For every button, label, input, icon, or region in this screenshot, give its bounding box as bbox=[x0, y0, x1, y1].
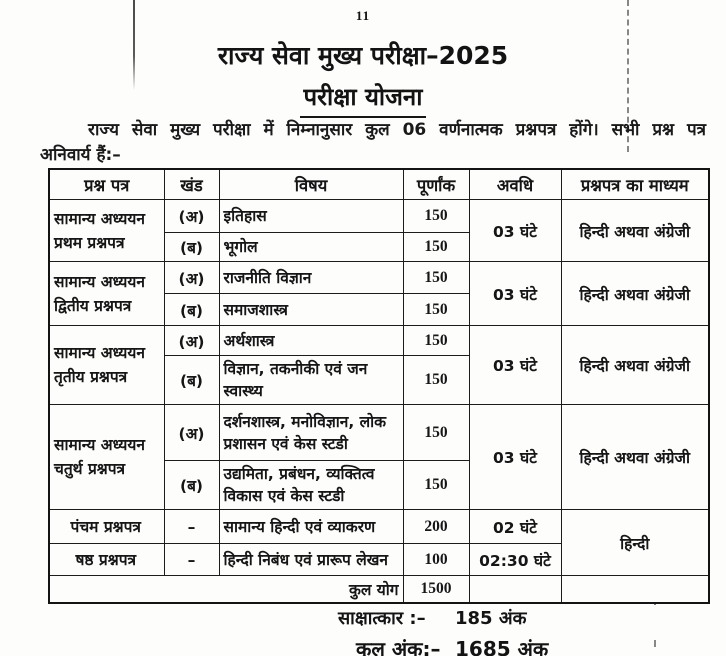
paper4a-subject: दर्शनशास्त्र, मनोविज्ञान, लोक प्रशासन एव… bbox=[218, 404, 404, 461]
table-row: सामान्य अध्ययन तृतीय प्रश्नपत्र (अ) अर्थ… bbox=[48, 325, 710, 405]
paper3-medium: हिन्दी अथवा अंग्रेजी bbox=[560, 325, 710, 405]
col-header-marks: पूर्णांक bbox=[402, 168, 470, 200]
paper5-6-medium: हिन्दी bbox=[560, 509, 710, 576]
intro-line-1: राज्य सेवा मुख्य परीक्षा में निम्नानुसार… bbox=[88, 120, 706, 140]
paper4-medium: हिन्दी अथवा अंग्रेजी bbox=[560, 404, 710, 510]
paper3b-marks: 150 bbox=[402, 355, 470, 405]
exam-scheme-table: प्रश्न पत्र खंड विषय पूर्णांक अवधि प्रश्… bbox=[48, 168, 710, 604]
document-subtitle: परीक्षा योजना bbox=[299, 80, 427, 118]
page-number: 11 bbox=[355, 8, 371, 23]
col-header-medium: प्रश्नपत्र का माध्यम bbox=[560, 168, 710, 200]
table-row: (ब) उद्यमिता, प्रबंधन, व्यक्तित्व विकास … bbox=[49, 460, 709, 510]
paper1-name: सामान्य अध्ययन प्रथम प्रश्नपत्र bbox=[48, 199, 165, 262]
paper3b-khand: (ब) bbox=[163, 355, 220, 405]
paper2a-marks: 150 bbox=[402, 261, 470, 294]
paper4a-khand: (अ) bbox=[163, 404, 220, 461]
grand-total-line: कुल अंक:– 1685 अंक bbox=[338, 635, 548, 656]
table-row: सामान्य अध्ययन चतुर्थ प्रश्नपत्र (अ) दर्… bbox=[48, 404, 710, 510]
paper3a-subject: अर्थशास्त्र bbox=[218, 325, 404, 356]
total-duration-empty bbox=[468, 575, 562, 604]
paper4-duration: 03 घंटे bbox=[468, 404, 562, 510]
paper3a-marks: 150 bbox=[402, 325, 470, 356]
col-header-subject: विषय bbox=[218, 168, 404, 200]
document-title: राज्य सेवा मुख्य परीक्षा–2025 bbox=[217, 41, 509, 70]
paper5-marks: 200 bbox=[402, 509, 470, 544]
paper3-duration: 03 घंटे bbox=[468, 325, 562, 405]
paper4b-marks: 150 bbox=[402, 460, 470, 510]
interview-marks-line: साक्षात्कार :– 185 अंक bbox=[338, 606, 548, 630]
paper3-name: सामान्य अध्ययन तृतीय प्रश्नपत्र bbox=[48, 325, 165, 405]
intro-paragraph: राज्य सेवा मुख्य परीक्षा में निम्नानुसार… bbox=[40, 118, 706, 168]
table-total-row: कुल योग 1500 bbox=[48, 575, 710, 604]
document-subtitle-wrap: परीक्षा योजना bbox=[0, 80, 726, 118]
col-header-paper: प्रश्न पत्र bbox=[48, 168, 165, 200]
interview-value: 185 अंक bbox=[455, 608, 527, 629]
paper4b-subject: उद्यमिता, प्रबंधन, व्यक्तित्व विकास एवं … bbox=[218, 460, 404, 510]
paper1b-khand: (ब) bbox=[163, 232, 220, 262]
paper1a-khand: (अ) bbox=[163, 199, 220, 233]
paper6-name: षष्ठ प्रश्नपत्र bbox=[48, 543, 165, 576]
paper6-subject: हिन्दी निबंध एवं प्रारूप लेखन bbox=[218, 543, 404, 576]
paper6-duration: 02:30 घंटे bbox=[468, 543, 562, 576]
paper4b-khand: (ब) bbox=[163, 460, 220, 510]
paper2a-khand: (अ) bbox=[163, 261, 220, 294]
paper2b-marks: 150 bbox=[402, 293, 470, 326]
total-label: कुल योग bbox=[48, 575, 404, 604]
paper4a-marks: 150 bbox=[402, 404, 470, 461]
paper3b-subject: विज्ञान, तकनीकी एवं जन स्वास्थ्य bbox=[218, 355, 404, 405]
paper5-duration: 02 घंटे bbox=[468, 509, 562, 544]
table-header-row: प्रश्न पत्र खंड विषय पूर्णांक अवधि प्रश्… bbox=[48, 168, 710, 200]
col-header-section: खंड bbox=[163, 168, 220, 200]
paper5-subject: सामान्य हिन्दी एवं व्याकरण bbox=[218, 509, 404, 544]
table-row: सामान्य अध्ययन द्वितीय प्रश्नपत्र (अ) रा… bbox=[48, 261, 710, 326]
table-row: पंचम प्रश्नपत्र – सामान्य हिन्दी एवं व्य… bbox=[48, 509, 710, 576]
grand-total-label: कुल अंक:– bbox=[356, 637, 441, 656]
table-row: सामान्य अध्ययन प्रथम प्रश्नपत्र (अ) इतिह… bbox=[48, 199, 710, 262]
paper1a-subject: इतिहास bbox=[218, 199, 404, 233]
grand-total-value: 1685 अंक bbox=[455, 637, 549, 656]
intro-line-2: अनिवार्य हैं:– bbox=[40, 145, 121, 165]
total-medium-empty bbox=[560, 575, 710, 604]
paper2-medium: हिन्दी अथवा अंग्रेजी bbox=[560, 261, 710, 326]
paper1a-marks: 150 bbox=[402, 199, 470, 233]
paper2-duration: 03 घंटे bbox=[468, 261, 562, 326]
table-row: (ब) समाजशास्त्र 150 bbox=[49, 293, 709, 326]
paper5-name: पंचम प्रश्नपत्र bbox=[48, 509, 165, 544]
paper1b-marks: 150 bbox=[402, 232, 470, 262]
paper1-duration: 03 घंटे bbox=[468, 199, 562, 262]
paper2-name: सामान्य अध्ययन द्वितीय प्रश्नपत्र bbox=[48, 261, 165, 326]
paper1-medium: हिन्दी अथवा अंग्रेजी bbox=[560, 199, 710, 262]
table-row: षष्ठ प्रश्नपत्र – हिन्दी निबंध एवं प्रार… bbox=[48, 543, 709, 576]
paper2b-subject: समाजशास्त्र bbox=[218, 293, 404, 326]
paper6-marks: 100 bbox=[402, 543, 470, 576]
paper3a-khand: (अ) bbox=[163, 325, 220, 356]
footer-summary: साक्षात्कार :– 185 अंक कुल अंक:– 1685 अं… bbox=[338, 606, 548, 656]
total-marks: 1500 bbox=[402, 575, 470, 604]
paper4-name: सामान्य अध्ययन चतुर्थ प्रश्नपत्र bbox=[48, 404, 165, 510]
scan-artifact-mark bbox=[654, 640, 656, 647]
paper2a-subject: राजनीति विज्ञान bbox=[218, 261, 404, 294]
col-header-duration: अवधि bbox=[468, 168, 562, 200]
paper6-khand: – bbox=[163, 543, 220, 576]
paper5-khand: – bbox=[163, 509, 220, 544]
interview-label: साक्षात्कार :– bbox=[338, 608, 426, 629]
paper2b-khand: (ब) bbox=[163, 293, 220, 326]
paper1b-subject: भूगोल bbox=[218, 232, 404, 262]
